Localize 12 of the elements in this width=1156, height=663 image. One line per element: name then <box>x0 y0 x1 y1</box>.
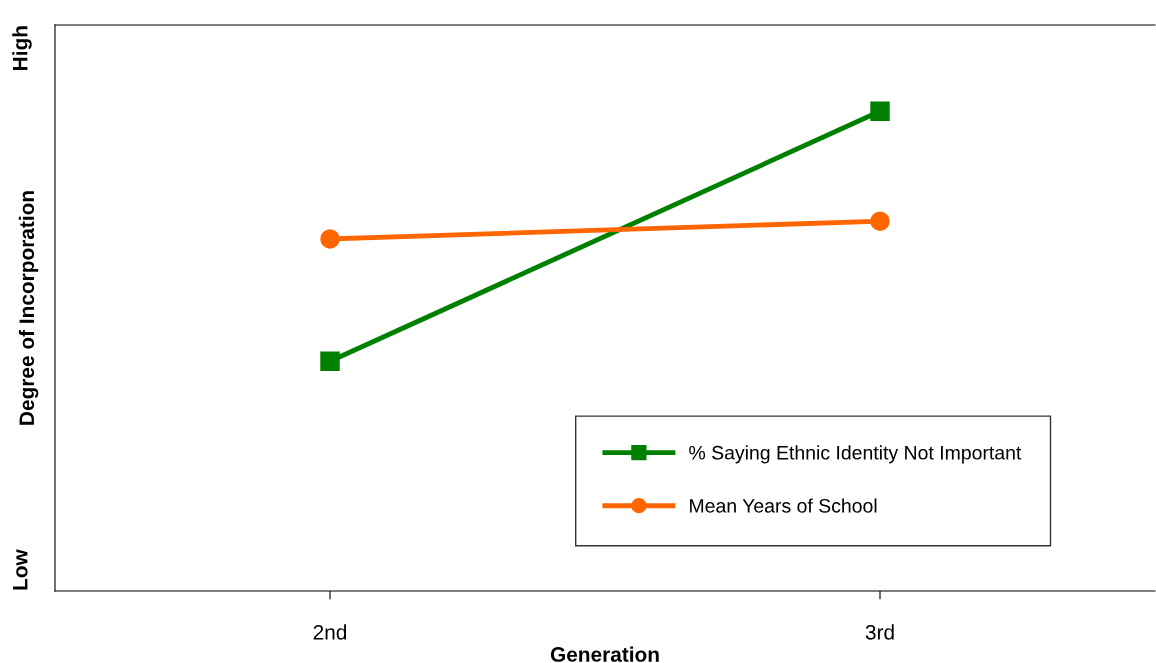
x-axis-title: Generation <box>550 646 659 662</box>
point <box>870 211 890 231</box>
text: High <box>12 26 32 70</box>
x-tick-label: 2nd <box>313 624 347 640</box>
x-tick-label: 3rd <box>865 624 894 640</box>
legend-label: % Saying Ethnic Identity Not Important <box>689 445 1022 464</box>
text: Low <box>13 549 28 590</box>
legend-label: Mean Years of School <box>690 498 877 513</box>
point <box>320 351 340 371</box>
point <box>870 101 890 122</box>
y-axis-title: Degree of Incorporation <box>18 191 39 425</box>
point <box>320 229 340 249</box>
